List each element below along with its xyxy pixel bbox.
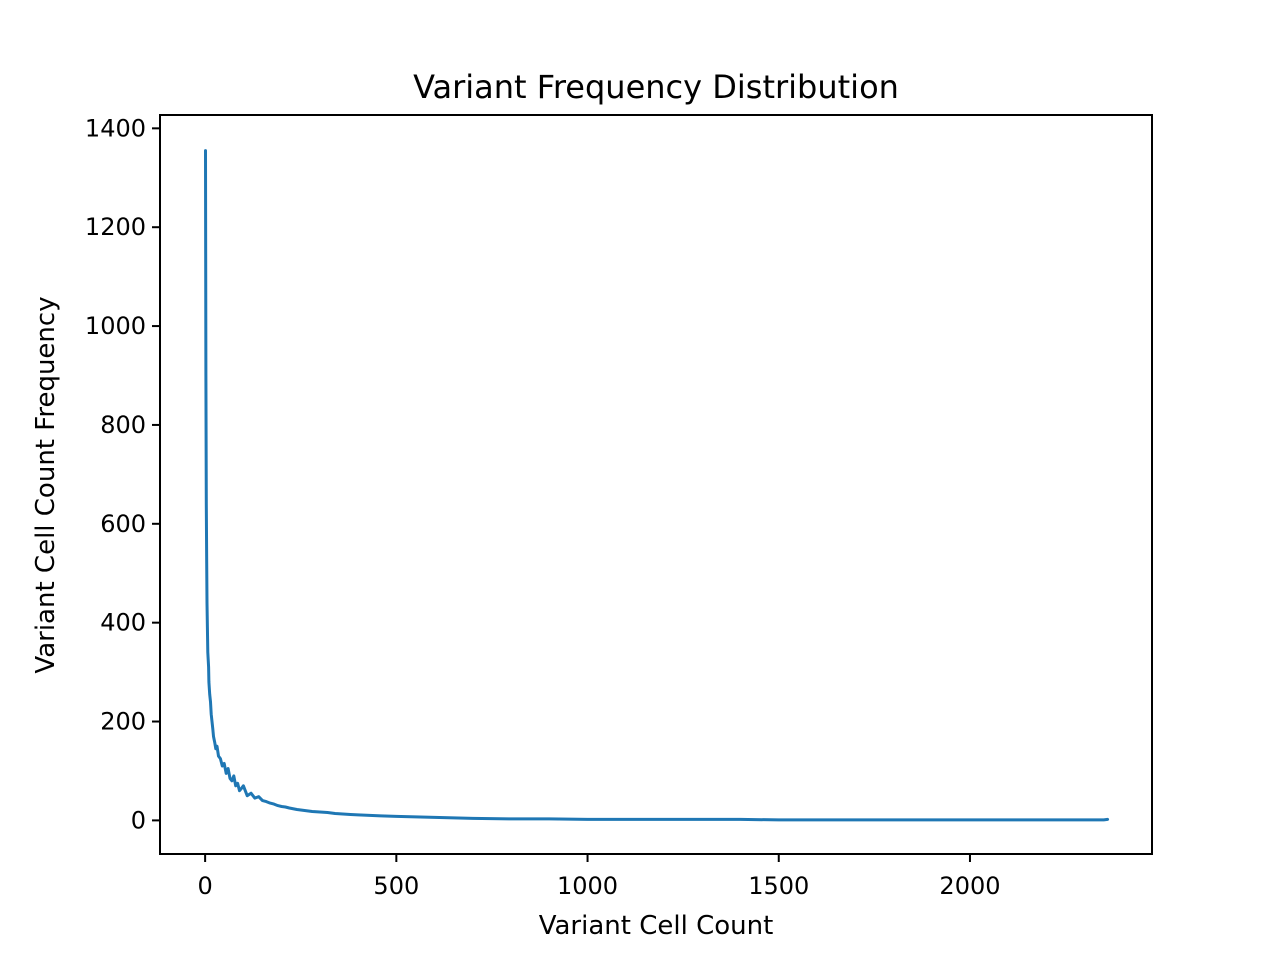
y-tick-label: 1200 — [85, 213, 146, 241]
x-tick-label: 1000 — [557, 872, 618, 900]
chart-title: Variant Frequency Distribution — [413, 68, 899, 106]
y-tick-label: 1000 — [85, 312, 146, 340]
y-axis: 0 200 400 600 800 1000 1200 1400 — [85, 114, 160, 834]
y-tick-label: 400 — [100, 609, 146, 637]
x-axis: 0 500 1000 1500 2000 — [197, 854, 1001, 900]
series-line — [204, 149, 1110, 822]
x-tick-label: 2000 — [939, 872, 1000, 900]
x-tick-label: 500 — [373, 872, 419, 900]
y-tick-label: 600 — [100, 510, 146, 538]
x-tick-label: 0 — [197, 872, 212, 900]
plot-area-frame — [159, 114, 1153, 855]
y-tick-label: 200 — [100, 708, 146, 736]
x-tick-label: 1500 — [748, 872, 809, 900]
y-tick-label: 800 — [100, 411, 146, 439]
x-axis-label: Variant Cell Count — [539, 911, 774, 941]
y-axis-label: Variant Cell Count Frequency — [31, 296, 61, 673]
y-tick-label: 0 — [131, 806, 146, 834]
y-tick-label: 1400 — [85, 114, 146, 142]
